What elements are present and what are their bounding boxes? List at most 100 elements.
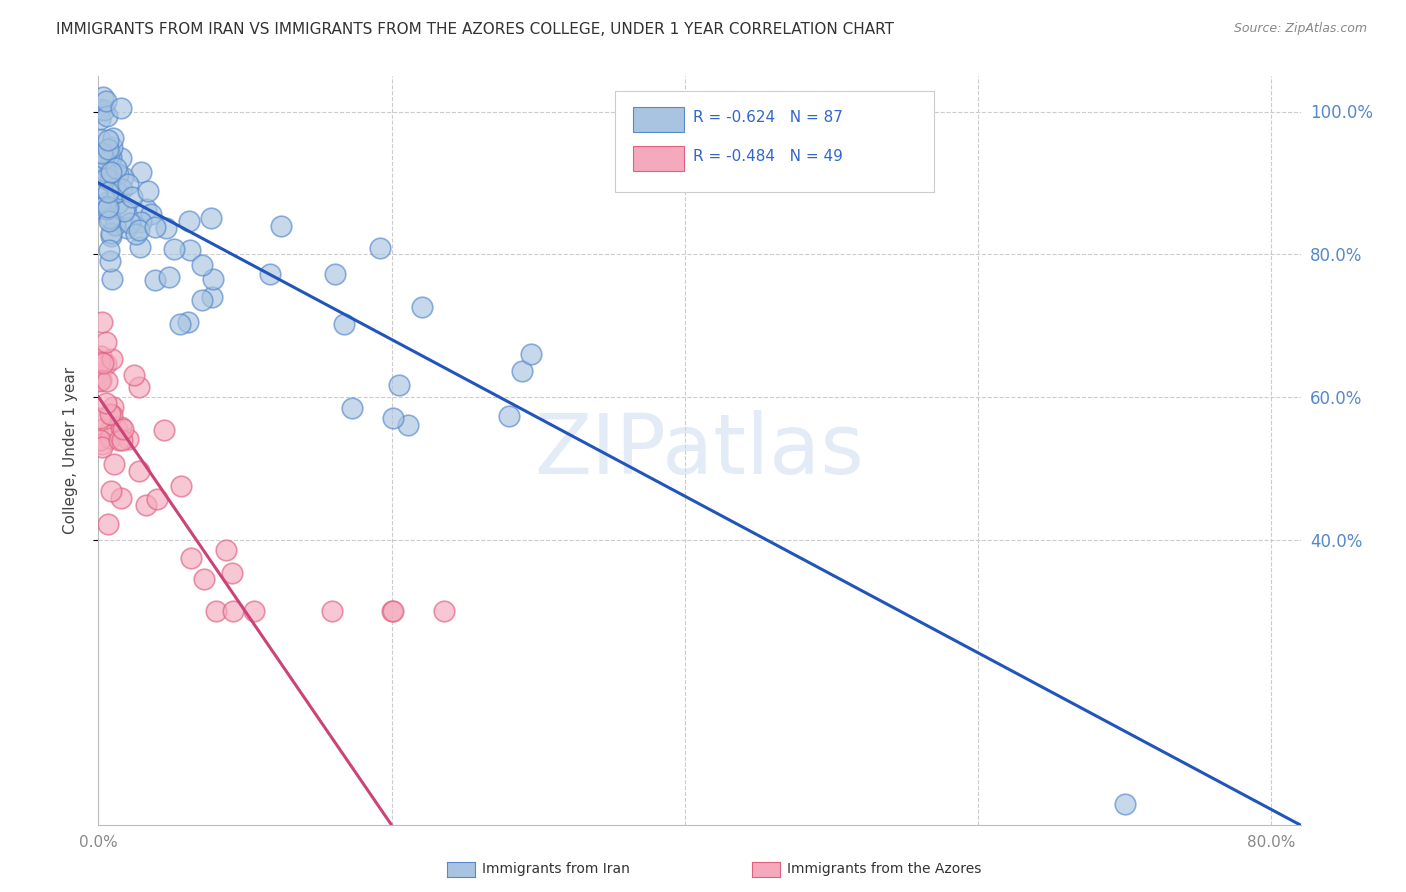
Point [91, 315, 114, 329]
Text: IMMIGRANTS FROM IRAN VS IMMIGRANTS FROM THE AZORES COLLEGE, UNDER 1 YEAR CORRELA: IMMIGRANTS FROM IRAN VS IMMIGRANTS FROM … [56, 22, 894, 37]
Point [93, 103, 115, 117]
Point [128, 380, 150, 394]
Point [396, 417, 419, 432]
Text: R = -0.624   N = 87: R = -0.624 N = 87 [693, 110, 844, 125]
Point [91, 437, 114, 451]
Point [201, 290, 224, 304]
Point [110, 151, 132, 165]
Point [98, 147, 121, 161]
Point [94, 170, 117, 185]
Point [146, 492, 169, 507]
Text: R = -0.484   N = 49: R = -0.484 N = 49 [693, 149, 844, 164]
Point [323, 267, 346, 281]
Point [91, 151, 114, 165]
Point [128, 223, 150, 237]
Point [177, 315, 200, 329]
Point [96, 334, 118, 349]
Point [96, 202, 118, 216]
Point [200, 211, 222, 226]
Point [163, 242, 186, 256]
Point [222, 604, 245, 618]
Point [180, 550, 202, 565]
Point [512, 364, 534, 378]
Point [97, 517, 120, 532]
Point [101, 272, 124, 286]
Point [1114, 797, 1136, 811]
Point [191, 258, 214, 272]
Point [259, 267, 281, 281]
Point [107, 167, 129, 181]
Point [94, 396, 117, 410]
Point [110, 101, 132, 115]
Point [89, 349, 111, 363]
Point [143, 273, 166, 287]
Text: Source: ZipAtlas.com: Source: ZipAtlas.com [1233, 22, 1367, 36]
Point [110, 491, 132, 506]
Point [89, 410, 111, 425]
Point [115, 220, 138, 235]
Y-axis label: College, Under 1 year: College, Under 1 year [63, 367, 77, 534]
Point [98, 243, 121, 257]
Point [117, 432, 139, 446]
Point [107, 433, 129, 447]
FancyBboxPatch shape [633, 145, 683, 171]
Point [520, 346, 543, 360]
Point [433, 604, 456, 618]
Point [134, 202, 156, 216]
Point [89, 180, 111, 194]
Point [98, 407, 121, 421]
Point [100, 408, 122, 422]
Point [129, 165, 152, 179]
Point [96, 374, 118, 388]
Point [89, 102, 111, 116]
Point [89, 132, 111, 146]
Point [91, 90, 114, 104]
Point [105, 185, 128, 199]
Point [177, 213, 200, 227]
Point [96, 109, 118, 123]
Point [270, 219, 292, 233]
Point [90, 145, 112, 160]
Point [340, 401, 363, 415]
Point [121, 189, 143, 203]
Point [125, 227, 148, 241]
Point [110, 434, 132, 448]
Point [100, 483, 122, 498]
Point [129, 215, 152, 229]
Point [135, 499, 157, 513]
Point [89, 112, 111, 126]
Point [93, 158, 115, 172]
Point [91, 153, 114, 168]
Point [105, 161, 128, 175]
Point [103, 218, 125, 232]
Point [89, 355, 111, 369]
Point [96, 195, 118, 210]
Point [98, 174, 121, 188]
Point [96, 95, 118, 109]
Point [141, 207, 163, 221]
Point [94, 164, 117, 178]
Point [100, 431, 122, 445]
Point [90, 201, 112, 215]
Point [89, 375, 111, 389]
Point [411, 300, 433, 314]
Point [205, 604, 228, 618]
Point [101, 140, 124, 154]
Point [157, 269, 180, 284]
Point [100, 226, 122, 240]
Point [97, 142, 120, 156]
Point [114, 201, 136, 215]
Point [368, 241, 391, 255]
Point [100, 165, 122, 179]
FancyBboxPatch shape [616, 91, 934, 192]
Point [89, 433, 111, 447]
Point [100, 150, 122, 164]
Point [91, 440, 114, 454]
Text: ZIPatlas: ZIPatlas [534, 410, 865, 491]
Point [179, 243, 201, 257]
Point [190, 293, 212, 308]
Point [101, 400, 124, 414]
Point [98, 211, 121, 225]
Point [128, 464, 150, 478]
Point [117, 178, 139, 192]
